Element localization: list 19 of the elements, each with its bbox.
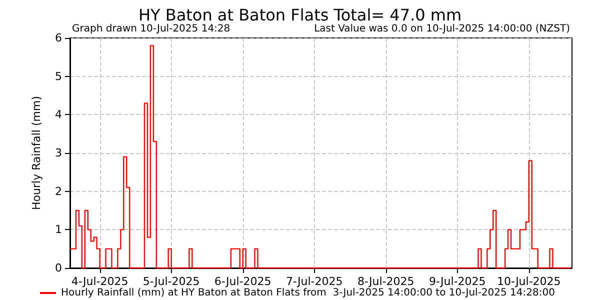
x-tick-label: 10-Jul-2025 bbox=[496, 275, 561, 288]
y-tick-label: 2 bbox=[55, 184, 62, 198]
y-tick-label: 6 bbox=[55, 32, 62, 44]
y-tick-label: 4 bbox=[55, 108, 62, 122]
y-tick-label: 3 bbox=[55, 146, 62, 160]
x-tick-label: 5-Jul-2025 bbox=[142, 275, 200, 288]
text: Graph drawn 10-Jul-2025 14:28 bbox=[72, 24, 230, 34]
x-tick-label: 9-Jul-2025 bbox=[428, 275, 486, 288]
y-tick-label: 5 bbox=[55, 70, 62, 83]
x-tick-label: 4-Jul-2025 bbox=[71, 275, 128, 288]
text: Last Value was 0.0 on 10-Jul-2025 14:00:00 (NZST) bbox=[314, 24, 570, 34]
y-tick-label: 1 bbox=[55, 223, 62, 236]
y-tick-label: 0 bbox=[55, 262, 62, 274]
chart-title: HY Baton at Baton Flats Total= 47.0 mm bbox=[138, 6, 462, 24]
x-tick-label: 7-Jul-2025 bbox=[286, 275, 343, 288]
legend-label: Hourly Rainfall (mm) at HY Baton at Baton Flats from 3-Jul-2025 14:00:00 to 10-Jul-2025 14:28:00 bbox=[61, 288, 555, 298]
x-tick-label: 6-Jul-2025 bbox=[214, 275, 272, 288]
x-tick-label: 8-Jul-2025 bbox=[357, 275, 414, 288]
y-axis-title: Hourly Rainfall (mm) bbox=[30, 96, 43, 210]
